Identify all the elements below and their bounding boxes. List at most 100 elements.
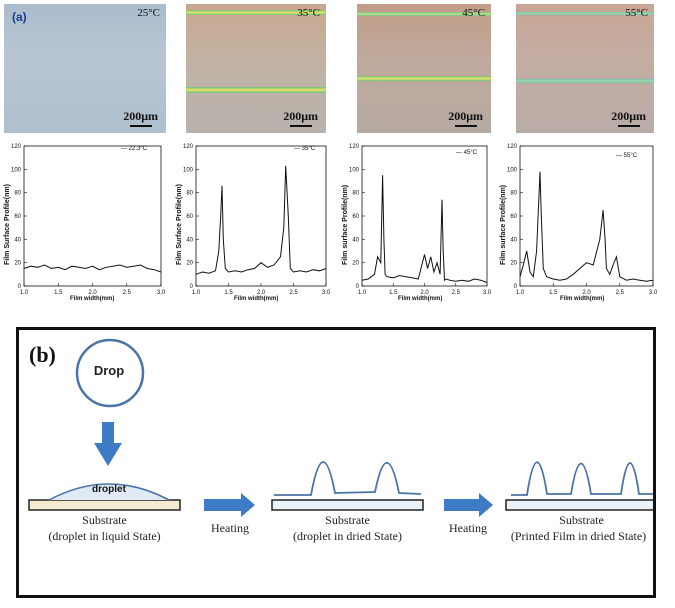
heating-arrow-2: [444, 493, 493, 517]
y-axis-label: Film surface Profile(nm): [500, 184, 507, 265]
x-tick-label: 2.5: [616, 290, 625, 296]
micrograph-25: (a) 25°C 200μm: [4, 4, 166, 133]
substrate-label-2: Substrate: [325, 513, 370, 527]
y-tick-label: 60: [14, 214, 21, 220]
x-tick-label: 2.5: [123, 290, 132, 296]
y-tick-label: 100: [507, 167, 518, 173]
x-tick-label: 1.0: [516, 290, 525, 296]
y-tick-label: 120: [183, 144, 194, 150]
profile-line: [361, 175, 488, 283]
x-tick-label: 1.5: [389, 290, 398, 296]
y-tick-label: 80: [14, 191, 21, 197]
x-tick-label: 1.0: [358, 290, 367, 296]
x-tick-label: 3.0: [483, 290, 492, 296]
y-tick-label: 0: [514, 284, 518, 290]
x-tick-label: 3.0: [649, 290, 658, 296]
y-tick-label: 80: [186, 191, 193, 197]
process-svg: [28, 338, 653, 517]
x-tick-label: 3.0: [157, 290, 166, 296]
y-tick-label: 20: [186, 261, 193, 267]
profile-plot-3: Film surface Profile(nm) — 45°C 0 20 40 60 8…: [342, 140, 492, 305]
legend: — 55°C: [616, 153, 638, 159]
y-tick-label: 80: [352, 191, 359, 197]
drop-label: Drop: [93, 363, 125, 378]
y-tick-label: 0: [190, 284, 194, 290]
heating-label-1: Heating: [211, 521, 249, 535]
x-tick-label: 2.0: [420, 290, 429, 296]
dried-film-profile: [274, 461, 422, 496]
droplet-label: droplet: [92, 484, 126, 495]
profile-line: [23, 264, 162, 273]
drop-circle: [75, 338, 145, 408]
x-tick-label: 3.0: [322, 290, 331, 296]
caption-2: (droplet in dried State): [293, 529, 402, 543]
y-tick-label: 20: [352, 261, 359, 267]
printed-film-profile: [511, 461, 653, 496]
plot-area: 0 20 40 60 80 100 120 1.0 1.5 2.0 2.5 3.0: [507, 144, 658, 296]
micrograph-temp: 55°C: [625, 7, 648, 19]
x-tick-label: 1.5: [54, 290, 63, 296]
plot-area: 0 20 40 60 80 100 120 1.0 1.5 2.0 2.5 3.0: [11, 144, 166, 296]
film-edge-line: [357, 76, 491, 81]
y-tick-label: 20: [510, 261, 517, 267]
y-tick-label: 100: [11, 167, 22, 173]
micrograph-45: 45°C 200μm: [357, 4, 491, 133]
heating-label-2: Heating: [449, 521, 487, 535]
plot-area: 0 20 40 60 80 100 120 1.0 1.5 2.0 2.5 3.0: [183, 144, 331, 296]
y-tick-label: 120: [11, 144, 22, 150]
x-tick-label: 1.0: [192, 290, 201, 296]
caption-1: (droplet in liquid State): [48, 529, 161, 543]
scale-bar: 200μm: [283, 109, 318, 127]
y-tick-label: 60: [186, 214, 193, 220]
x-tick-label: 2.0: [582, 290, 591, 296]
substrate-3: [505, 499, 653, 511]
y-tick-label: 80: [510, 191, 517, 197]
droplet-shape: [48, 483, 170, 501]
y-axis-label: Film Surface Profile(nm): [176, 184, 183, 265]
x-tick-label: 1.0: [20, 290, 29, 296]
process-diagram-panel: (b) Drop droplet Substrate (droplet in l…: [16, 327, 656, 598]
y-tick-label: 60: [352, 214, 359, 220]
x-axis-label: Film width(mm): [70, 296, 115, 302]
legend: — 45°C: [456, 150, 478, 156]
profile-plot-2: Film Surface Profile(nm) — 35°C 0 20 40 60 8…: [176, 140, 331, 305]
panel-b-label: (b): [29, 342, 56, 367]
micrograph-55: 55°C 200μm: [516, 4, 654, 133]
profile-line: [519, 171, 654, 282]
x-tick-label: 1.5: [224, 290, 233, 296]
profile-plot-4: Film surface Profile(nm) — 55°C 0 20 40 60 8…: [500, 140, 658, 305]
y-tick-label: 40: [186, 237, 193, 243]
plot-frame: [519, 145, 654, 287]
micrograph-temp: 45°C: [462, 7, 485, 19]
film-edge-line: [357, 12, 491, 16]
profile-line: [195, 165, 327, 275]
substrate-1: [28, 499, 181, 511]
caption-3: (Printed Film in dried State): [510, 529, 647, 543]
micrograph-temp: 35°C: [297, 7, 320, 19]
down-arrow-head: [94, 443, 122, 466]
panel-a-label: (a): [12, 10, 27, 24]
legend: — 22.3°C: [121, 146, 148, 152]
x-axis-label: Film width(mm): [560, 296, 605, 302]
film-edge-line: [186, 10, 326, 15]
y-tick-label: 20: [14, 261, 21, 267]
substrate-label-1: Substrate: [82, 513, 127, 527]
y-tick-label: 40: [510, 237, 517, 243]
scale-bar: 200μm: [123, 109, 158, 127]
x-tick-label: 2.0: [257, 290, 266, 296]
plot-frame: [361, 145, 488, 287]
micrograph-temp: 25°C: [137, 7, 160, 19]
x-tick-label: 1.5: [549, 290, 558, 296]
y-tick-label: 40: [352, 237, 359, 243]
plot-area: 0 20 40 60 80 100 120 1.0 1.5 2.0 2.5 3.0: [349, 144, 492, 296]
legend: — 35°C: [294, 146, 316, 152]
profile-plot-1: Film Surface Profile(nm) — 22.3°C 0 20 40 6…: [4, 140, 166, 305]
film-edge-line: [186, 87, 326, 93]
y-tick-label: 60: [510, 214, 517, 220]
scale-bar: 200μm: [448, 109, 483, 127]
y-tick-label: 100: [183, 167, 194, 173]
substrate-label-3: Substrate: [559, 513, 604, 527]
y-tick-label: 100: [349, 167, 360, 173]
y-tick-label: 120: [349, 144, 360, 150]
scale-bar: 200μm: [611, 109, 646, 127]
